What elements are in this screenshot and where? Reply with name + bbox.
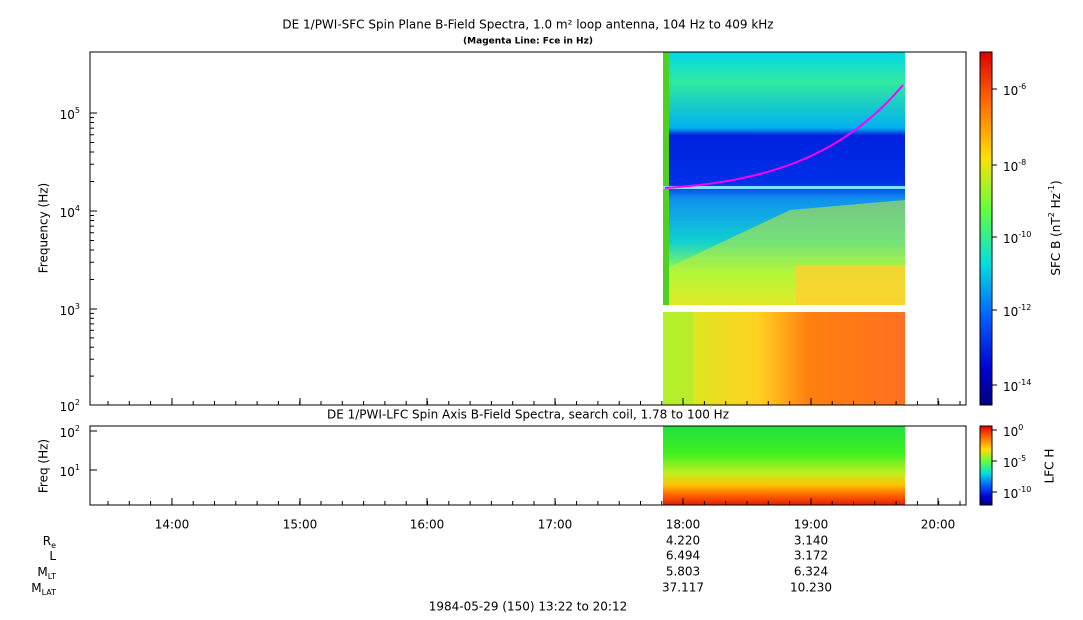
- tick-base: 10: [1003, 84, 1018, 98]
- time-tick-label: 19:00: [794, 518, 829, 532]
- bottom-title: DE 1/PWI-LFC Spin Axis B-Field Spectra, …: [327, 408, 729, 422]
- top-plot-frame: [89, 51, 967, 406]
- tick-label: 101: [60, 463, 80, 479]
- ephemeris-label: MLT: [37, 565, 56, 581]
- spectrogram: [663, 312, 905, 405]
- ephemeris-name: L: [49, 549, 56, 563]
- tick-base: 10: [1003, 487, 1018, 501]
- tick-exp: 5: [75, 106, 80, 115]
- tick-exp: -12: [1018, 303, 1031, 312]
- colorbar-label: SFC B (nT2 Hz-1): [1047, 180, 1063, 275]
- ephemeris-value: 5.803: [666, 565, 700, 579]
- ephemeris-sub: e: [51, 541, 56, 550]
- tick-exp: 4: [75, 204, 80, 213]
- tick-base: 10: [1003, 456, 1018, 470]
- tick-label: 10-14: [1003, 378, 1031, 394]
- tick-label: 102: [60, 398, 80, 414]
- ephemeris-sub: LT: [48, 572, 56, 581]
- time-tick-label: 20:00: [921, 518, 956, 532]
- tick-exp: -14: [1018, 378, 1031, 387]
- tick-exp: 3: [75, 302, 80, 311]
- colorbar: [979, 51, 993, 406]
- spectrogram-strip: [663, 52, 669, 305]
- tick-base: 10: [1003, 380, 1018, 394]
- ephemeris-label: L: [49, 549, 56, 563]
- ephemeris-value: 10.230: [790, 581, 832, 595]
- fce-line: [664, 84, 904, 189]
- top-title: DE 1/PWI-SFC Spin Plane B-Field Spectra,…: [282, 18, 773, 32]
- tick-exp: 1: [75, 463, 80, 472]
- ephemeris-sub: LAT: [42, 588, 56, 597]
- time-tick-label: 17:00: [538, 518, 573, 532]
- y-axis-label: Freq (Hz): [37, 439, 51, 493]
- ephemeris-value: 6.494: [666, 549, 700, 563]
- tick-base: 10: [1003, 232, 1018, 246]
- y-axis-label: Frequency (Hz): [37, 183, 51, 274]
- tick-label: 10-10: [1003, 485, 1031, 501]
- colorbar: [979, 425, 993, 506]
- tick-label: 10-6: [1003, 82, 1026, 98]
- ephemeris-value: 3.140: [794, 534, 828, 548]
- tick-label: 100: [1003, 423, 1023, 439]
- tick-base: 10: [60, 206, 75, 220]
- ephemeris-value: 3.172: [794, 549, 828, 563]
- time-tick-label: 18:00: [666, 518, 701, 532]
- tick-exp: -5: [1018, 454, 1026, 463]
- tick-label: 105: [60, 106, 80, 122]
- ephemeris-name: M: [37, 565, 47, 579]
- footer: 1984-05-29 (150) 13:22 to 20:12: [429, 600, 627, 614]
- tick-label: 10-12: [1003, 303, 1031, 319]
- tick-base: 10: [1003, 425, 1018, 439]
- tick-base: 10: [60, 465, 75, 479]
- tick-exp: -8: [1018, 158, 1026, 167]
- spectrogram-feature: [796, 265, 905, 305]
- tick-exp: 2: [75, 424, 80, 433]
- ephemeris-label: MLAT: [31, 581, 56, 597]
- top-subtitle: (Magenta Line: Fce in Hz): [463, 37, 593, 47]
- tick-label: 10-8: [1003, 158, 1026, 174]
- colorbar-label: LFC H: [1043, 449, 1057, 484]
- tick-label: 102: [60, 424, 80, 440]
- tick-label: 10-5: [1003, 454, 1026, 470]
- ephemeris-value: 6.324: [794, 565, 828, 579]
- time-tick-label: 14:00: [155, 518, 190, 532]
- tick-base: 10: [60, 304, 75, 318]
- ephemeris-value: 37.117: [662, 581, 704, 595]
- tick-exp: -10: [1018, 485, 1031, 494]
- ephemeris-value: 4.220: [666, 534, 700, 548]
- tick-exp: 2: [75, 398, 80, 407]
- spectrogram: [663, 426, 905, 505]
- time-tick-label: 15:00: [283, 518, 318, 532]
- tick-label: 104: [60, 204, 80, 220]
- ephemeris-label: Re: [43, 534, 56, 550]
- ephemeris-name: R: [43, 534, 51, 548]
- bottom-plot-frame: [89, 425, 967, 506]
- time-tick-label: 16:00: [410, 518, 445, 532]
- tick-exp: 0: [1018, 423, 1023, 432]
- tick-base: 10: [1003, 305, 1018, 319]
- tick-base: 10: [60, 108, 75, 122]
- tick-base: 10: [60, 426, 75, 440]
- tick-label: 10-10: [1003, 230, 1031, 246]
- spectrogram-feature: [663, 312, 693, 405]
- tick-base: 10: [60, 400, 75, 414]
- ephemeris-name: M: [31, 581, 41, 595]
- spectrogram-line: [663, 186, 905, 189]
- tick-exp: -10: [1018, 230, 1031, 239]
- tick-label: 103: [60, 302, 80, 318]
- tick-exp: -6: [1018, 82, 1026, 91]
- tick-base: 10: [1003, 160, 1018, 174]
